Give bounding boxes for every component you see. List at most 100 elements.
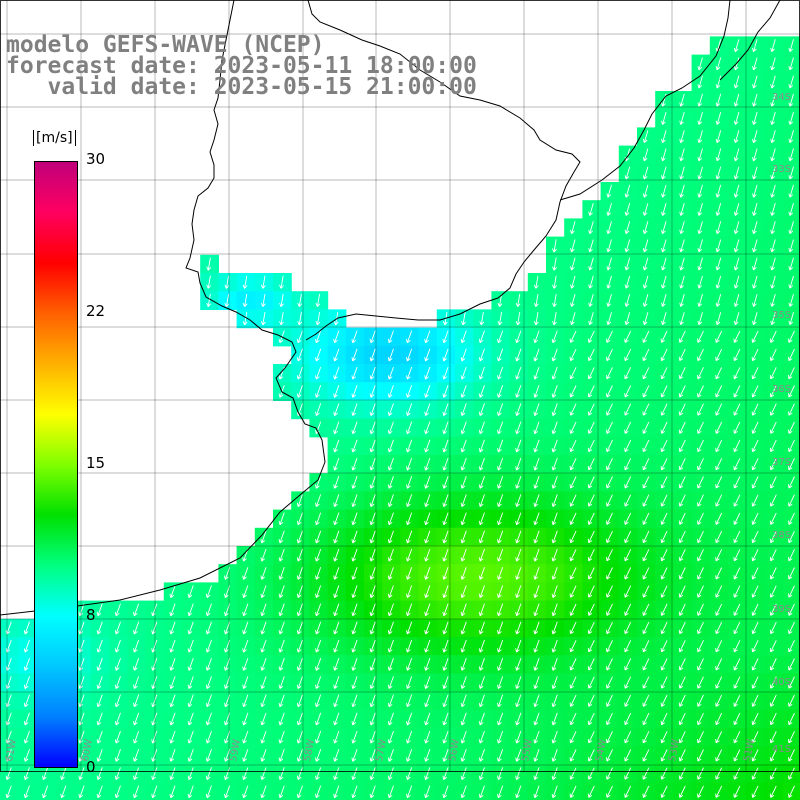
wind-vector-arrow xyxy=(78,785,85,799)
wind-vector-arrow xyxy=(406,366,413,380)
wind-vector-arrow xyxy=(460,403,467,416)
wind-vector-arrow xyxy=(315,512,322,526)
wind-vector-arrow xyxy=(515,585,522,598)
wind-vector-arrow xyxy=(751,367,759,380)
wind-vector-arrow xyxy=(569,439,577,453)
wind-vector-arrow xyxy=(788,257,794,271)
wind-vector-arrow xyxy=(387,639,394,653)
wind-vector-arrow xyxy=(369,330,376,344)
wind-vector-arrow xyxy=(788,640,795,653)
wind-vector-arrow xyxy=(96,785,103,799)
wind-vector-arrow xyxy=(533,639,540,653)
wind-vector-arrow xyxy=(697,494,704,507)
wind-vector-arrow xyxy=(624,640,632,653)
wind-vector-arrow xyxy=(569,458,577,471)
wind-vector-arrow xyxy=(551,457,558,471)
wind-vector-arrow xyxy=(442,421,449,435)
wind-vector-arrow xyxy=(715,75,722,89)
wind-vector-arrow xyxy=(387,603,394,617)
wind-vector-arrow xyxy=(315,385,322,398)
wind-vector-arrow xyxy=(661,202,667,216)
wind-vector-arrow xyxy=(442,694,449,708)
wind-vector-arrow xyxy=(169,585,176,598)
wind-vector-arrow xyxy=(679,312,685,326)
wind-vector-arrow xyxy=(96,749,103,762)
wind-vector-arrow xyxy=(697,57,703,71)
wind-vector-arrow xyxy=(570,293,576,307)
wind-vector-arrow xyxy=(642,367,650,380)
wind-vector-arrow xyxy=(569,421,577,434)
wind-vector-arrow xyxy=(533,312,539,326)
wind-vector-arrow xyxy=(460,476,467,489)
wind-vector-arrow xyxy=(551,348,558,362)
wind-vector-arrow xyxy=(624,494,632,507)
wind-vector-arrow xyxy=(497,530,504,544)
wind-vector-arrow xyxy=(387,403,394,416)
wind-vector-arrow xyxy=(642,767,650,780)
wind-vector-arrow xyxy=(733,403,741,416)
wind-vector-arrow xyxy=(187,785,194,799)
wind-vector-arrow xyxy=(569,476,577,489)
wind-vector-arrow xyxy=(406,457,413,471)
wind-vector-arrow xyxy=(697,676,704,689)
wind-vector-arrow xyxy=(661,148,667,162)
wind-vector-arrow xyxy=(406,585,413,598)
wind-vector-arrow xyxy=(660,476,668,489)
wind-vector-arrow xyxy=(478,348,485,362)
wind-vector-arrow xyxy=(406,694,413,708)
wind-vector-arrow xyxy=(697,202,703,216)
wind-vector-arrow xyxy=(5,694,12,708)
wind-vector-arrow xyxy=(770,202,776,216)
wind-vector-arrow xyxy=(697,585,704,598)
wind-vector-arrow xyxy=(678,676,686,689)
wind-vector-arrow xyxy=(697,330,704,343)
wind-speed-field xyxy=(0,36,800,800)
wind-vector-arrow xyxy=(533,275,539,289)
wind-vector-arrow xyxy=(751,749,759,762)
wind-vector-arrow xyxy=(661,275,667,289)
wind-vector-arrow xyxy=(333,567,340,580)
wind-vector-arrow xyxy=(715,312,722,326)
wind-vector-arrow xyxy=(770,130,776,144)
latitude-label: 35S xyxy=(772,310,791,321)
wind-vector-arrow xyxy=(769,512,777,525)
wind-vector-arrow xyxy=(678,621,686,635)
wind-vector-arrow xyxy=(5,785,12,799)
wind-vector-arrow xyxy=(642,749,650,762)
wind-vector-arrow xyxy=(697,166,703,180)
wind-vector-arrow xyxy=(5,767,12,780)
wind-vector-arrow xyxy=(752,130,758,144)
wind-vector-arrow xyxy=(424,785,431,799)
wind-vector-arrow xyxy=(406,767,413,780)
wind-vector-arrow xyxy=(697,731,704,744)
wind-vector-arrow xyxy=(369,658,376,671)
wind-vector-arrow xyxy=(715,385,723,398)
wind-vector-arrow xyxy=(752,93,758,107)
wind-vector-arrow xyxy=(551,639,558,653)
wind-vector-arrow xyxy=(587,676,595,689)
wind-vector-arrow xyxy=(606,694,613,707)
wind-vector-arrow xyxy=(333,476,340,489)
wind-vector-arrow xyxy=(351,676,358,689)
wind-vector-arrow xyxy=(260,312,266,326)
wind-vector-arrow xyxy=(278,676,285,689)
wind-vector-arrow xyxy=(315,293,321,307)
wind-vector-arrow xyxy=(660,585,668,598)
wind-vector-arrow xyxy=(296,385,303,398)
wind-vector-arrow xyxy=(642,458,650,471)
wind-vector-arrow xyxy=(569,567,577,580)
wind-vector-arrow xyxy=(551,366,558,380)
wind-vector-arrow xyxy=(315,749,322,762)
wind-vector-arrow xyxy=(406,330,413,344)
wind-vector-arrow xyxy=(515,330,522,344)
wind-vector-arrow xyxy=(42,767,49,780)
wind-vector-arrow xyxy=(697,640,704,653)
wind-vector-arrow xyxy=(660,694,668,707)
wind-vector-arrow xyxy=(460,348,467,362)
wind-vector-arrow xyxy=(497,730,504,744)
wind-vector-arrow xyxy=(351,421,358,435)
wind-vector-arrow xyxy=(624,184,631,198)
wind-vector-arrow xyxy=(551,476,558,489)
wind-vector-arrow xyxy=(770,57,776,71)
wind-vector-arrow xyxy=(752,275,758,289)
